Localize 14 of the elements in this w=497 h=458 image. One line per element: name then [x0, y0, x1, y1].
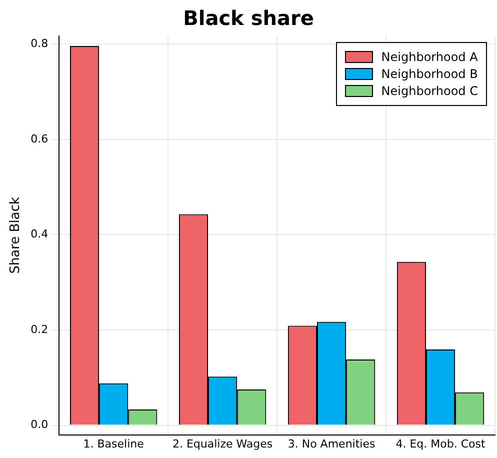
chart-title: Black share	[182, 6, 315, 30]
x-tick-label: 3. No Amenities	[288, 437, 376, 450]
y-tick-label: 0.8	[30, 36, 48, 50]
y-tick-label: 0.6	[30, 132, 48, 146]
y-tick-label: 0.2	[30, 322, 48, 336]
legend-label: Neighborhood A	[381, 50, 478, 64]
y-axis-title: Share Black	[8, 196, 24, 274]
x-tick-label: 1. Baseline	[83, 437, 144, 450]
y-tick-label: 0.4	[30, 228, 48, 241]
legend-label: Neighborhood B	[381, 67, 478, 81]
legend-label: Neighborhood C	[381, 84, 478, 98]
y-tick-label: 0.0	[30, 418, 48, 432]
x-tick-label: 2. Equalize Wages	[172, 437, 273, 450]
x-tick-label: 4. Eq. Mob. Cost	[396, 437, 486, 450]
